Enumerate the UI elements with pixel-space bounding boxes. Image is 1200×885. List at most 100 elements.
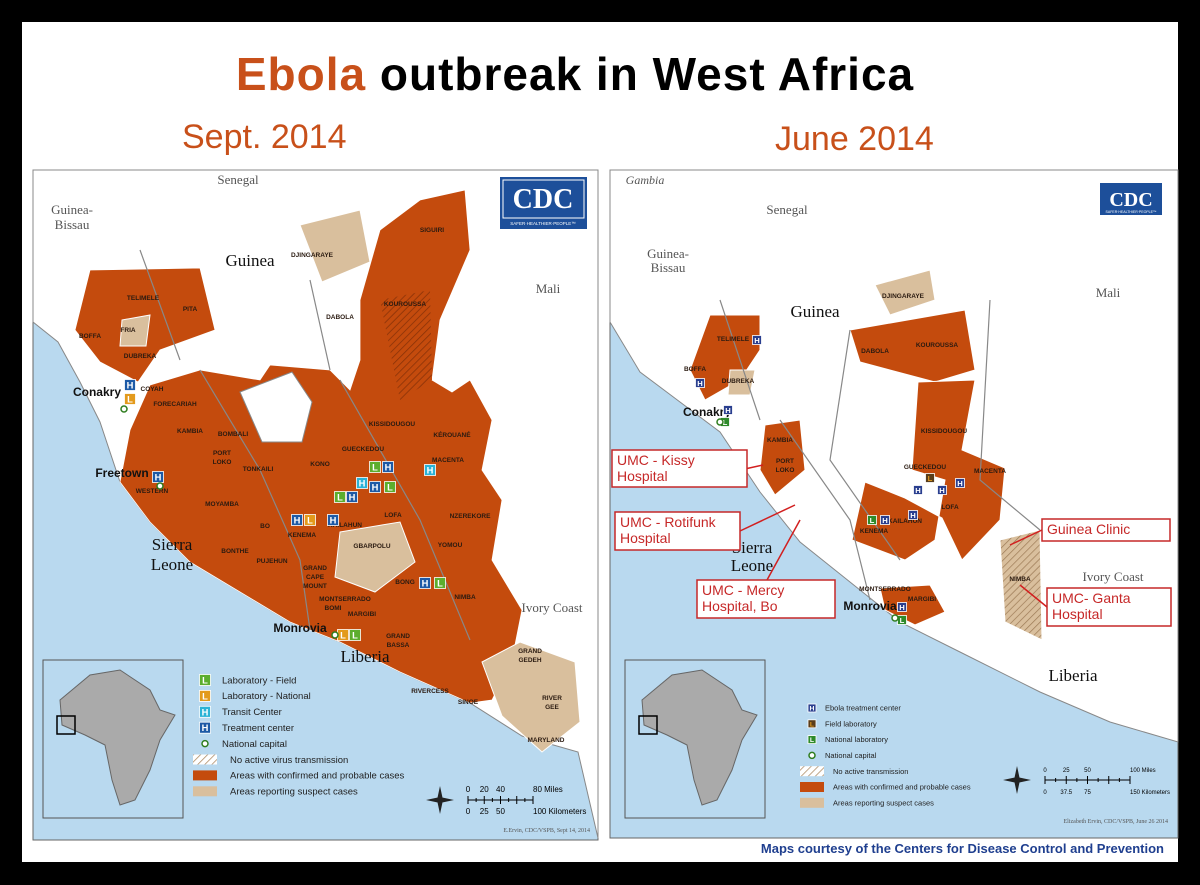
map-date: Sept. 2014 bbox=[182, 118, 346, 156]
place-label: YOMOU bbox=[438, 542, 463, 549]
place-label: NIMBA bbox=[1009, 576, 1031, 583]
facility-icon bbox=[369, 461, 381, 473]
place-label: Bissau bbox=[55, 217, 90, 232]
facility-letter: L bbox=[810, 737, 814, 744]
facility-icon bbox=[291, 514, 303, 526]
suspect-area bbox=[481, 641, 581, 753]
place-label: PORT bbox=[776, 458, 794, 465]
facility-icon bbox=[807, 735, 817, 744]
place-label: Ivory Coast bbox=[521, 600, 582, 615]
facility-letter: L bbox=[337, 493, 343, 503]
facility-letter: H bbox=[127, 381, 134, 391]
facility-icon bbox=[419, 577, 431, 589]
place-label: LOFA bbox=[384, 512, 402, 519]
facility-icon bbox=[807, 703, 817, 713]
scale-label: 0 bbox=[1043, 768, 1047, 774]
legend-label: Areas with confirmed and probable cases bbox=[833, 783, 971, 792]
facility-letter: H bbox=[385, 463, 392, 473]
facility-letter: L bbox=[202, 676, 208, 686]
logo-frame bbox=[502, 179, 585, 219]
suspect-area bbox=[874, 269, 936, 316]
callout-box bbox=[1046, 587, 1172, 627]
facility-letter: L bbox=[352, 631, 358, 641]
callout-text: Hospital bbox=[617, 468, 668, 484]
place-label: CAPE bbox=[306, 574, 325, 581]
place-label: Freetown bbox=[95, 466, 148, 480]
place-label: Guinea bbox=[790, 302, 840, 321]
place-label: Sierra bbox=[152, 535, 193, 554]
place-label: DJINGARAYE bbox=[882, 293, 925, 300]
inset-focus bbox=[638, 715, 658, 735]
facility-letter: H bbox=[899, 603, 905, 612]
facility-letter: H bbox=[725, 406, 731, 415]
facility-letter: H bbox=[910, 511, 916, 520]
callout-arrow bbox=[1009, 529, 1043, 546]
legend-label: No active transmission bbox=[833, 767, 908, 776]
facility-icon bbox=[304, 514, 316, 526]
facility-icon bbox=[199, 721, 211, 734]
scale-label: 150 Kilometers bbox=[1130, 790, 1170, 796]
place-label: PORT bbox=[213, 450, 231, 457]
place-label: PITA bbox=[183, 306, 198, 313]
facility-letter: H bbox=[330, 516, 337, 526]
scale-label: 0 bbox=[466, 785, 471, 794]
capital-marker bbox=[716, 418, 724, 426]
place-label: LOKO bbox=[213, 459, 232, 466]
place-label: Leone bbox=[731, 556, 773, 575]
scale-label: 20 bbox=[480, 785, 489, 794]
facility-letter: H bbox=[155, 473, 162, 483]
facility-letter: H bbox=[372, 483, 379, 493]
facility-icon bbox=[199, 690, 211, 702]
place-label: DABOLA bbox=[861, 348, 889, 355]
facility-letter: H bbox=[427, 466, 434, 476]
place-label: MOYAMBA bbox=[205, 501, 239, 508]
place-label: KAMBIA bbox=[177, 428, 203, 435]
place-label: Senegal bbox=[766, 202, 808, 217]
facility-icon bbox=[925, 473, 935, 483]
legend-label: Ebola treatment center bbox=[825, 704, 901, 713]
suspect-area bbox=[119, 314, 151, 347]
facility-icon bbox=[356, 477, 368, 489]
place-label: Bissau bbox=[651, 260, 686, 275]
callout-text: Hospital, Bo bbox=[702, 598, 778, 614]
place-label: DABOLA bbox=[326, 314, 354, 321]
unaffected-area bbox=[239, 371, 313, 443]
legend-label: Areas with confirmed and probable cases bbox=[230, 771, 405, 782]
facility-letter: H bbox=[915, 486, 921, 495]
map-date: June 2014 bbox=[775, 120, 934, 158]
facility-icon bbox=[369, 481, 381, 493]
place-label: Leone bbox=[151, 555, 193, 574]
legend-label: No active virus transmission bbox=[230, 755, 348, 766]
place-label: KAMBIA bbox=[767, 437, 793, 444]
scale-label: 25 bbox=[480, 807, 489, 816]
facility-letter: L bbox=[928, 474, 933, 483]
scale-label: 40 bbox=[496, 785, 505, 794]
facility-icon bbox=[346, 491, 358, 503]
compass bbox=[426, 786, 454, 814]
legend-swatch bbox=[800, 766, 824, 777]
capital-marker bbox=[891, 614, 899, 622]
place-label: GRAND bbox=[303, 565, 327, 572]
facility-icon bbox=[199, 674, 211, 686]
place-label: Monrovia bbox=[273, 621, 327, 635]
place-label: BOFFA bbox=[79, 333, 101, 340]
suspect-area bbox=[334, 521, 416, 593]
facility-icon bbox=[695, 378, 705, 388]
place-label: MARYLAND bbox=[528, 737, 565, 744]
callout-box bbox=[611, 449, 748, 488]
place-label: MOUNT bbox=[303, 583, 327, 590]
place-label: KISSIDOUGOU bbox=[369, 421, 416, 428]
facility-icon bbox=[897, 602, 907, 612]
place-label: KENEMA bbox=[860, 528, 888, 535]
place-label: Guinea- bbox=[647, 246, 689, 261]
callout-box bbox=[696, 579, 836, 619]
place-label: KOUROUSSA bbox=[384, 301, 427, 308]
facility-letter: L bbox=[307, 516, 313, 526]
scale-label: 50 bbox=[496, 807, 505, 816]
africa bbox=[59, 669, 176, 806]
place-label: MONTSERRADO bbox=[319, 596, 371, 603]
place-label: BOMI bbox=[325, 605, 342, 612]
facility-letter: H bbox=[882, 516, 888, 525]
logo bbox=[500, 177, 587, 229]
africa bbox=[641, 669, 758, 806]
